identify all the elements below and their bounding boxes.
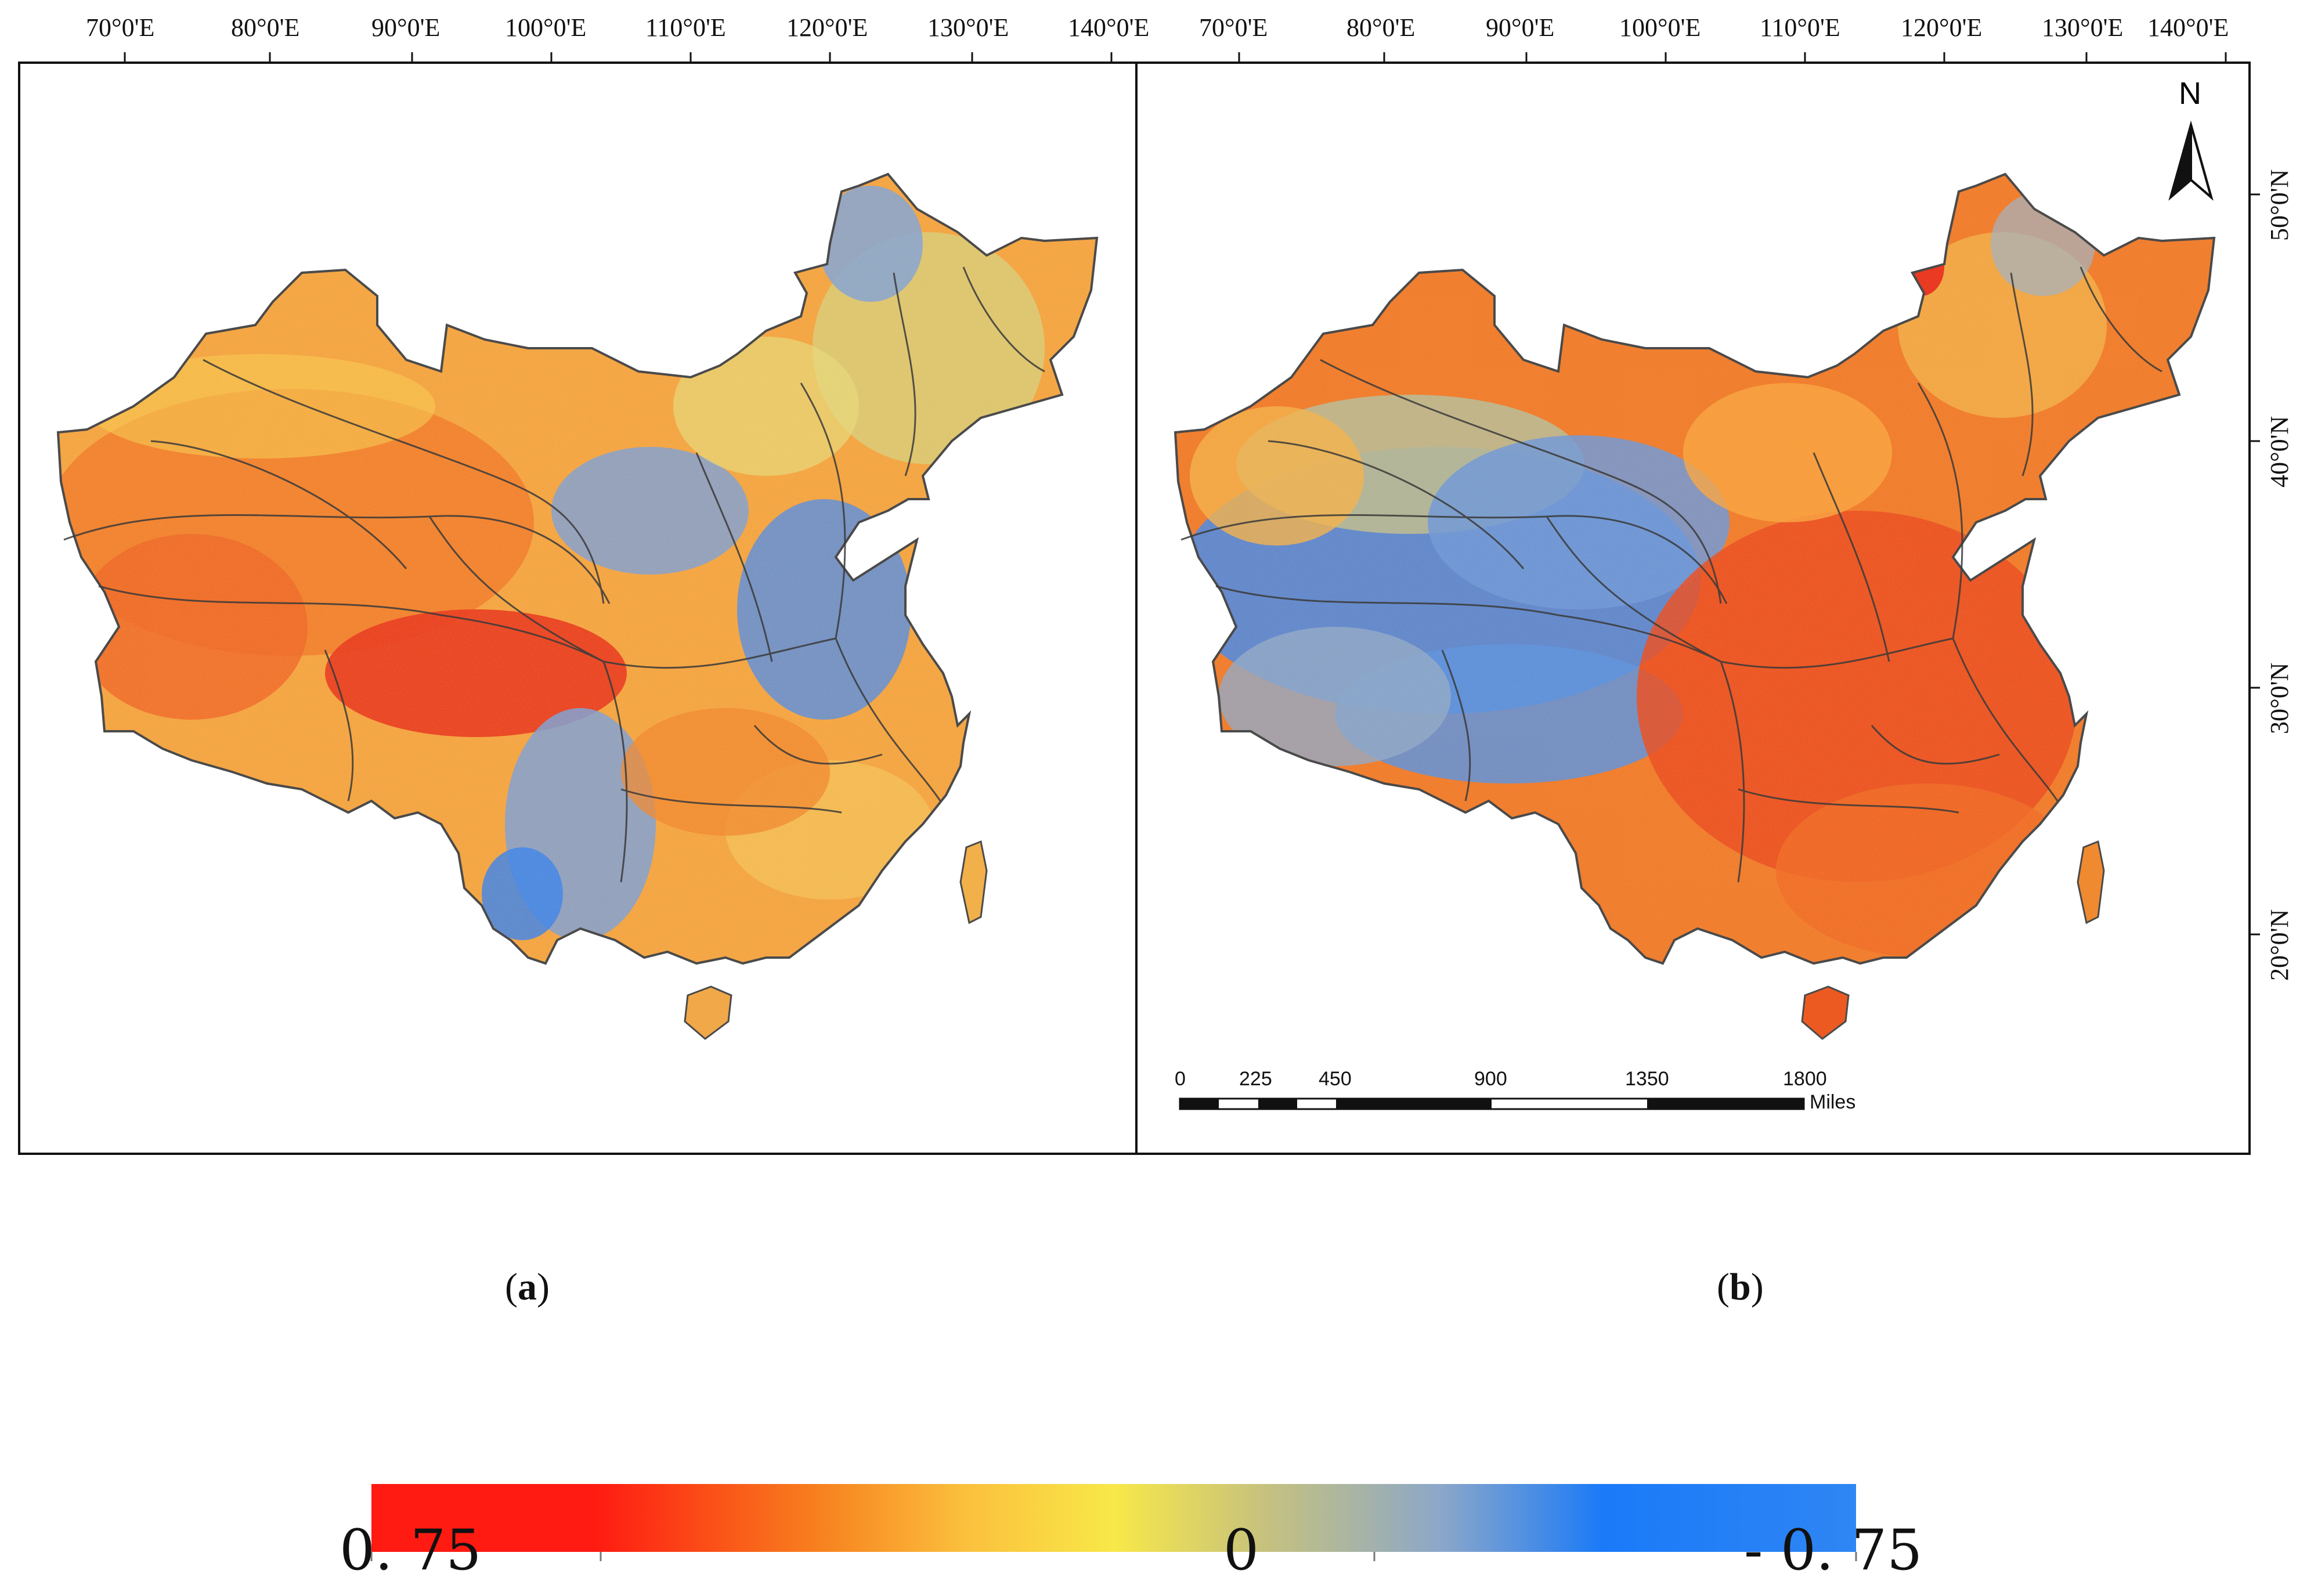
colorbar-label-min: - 0. 75 — [1744, 1518, 1923, 1583]
colorbar-label-zero: 0 — [1223, 1518, 1259, 1583]
lon-tick: 120°0'E — [786, 13, 868, 42]
lon-tick: 100°0'E — [505, 13, 587, 42]
scale-tick: 900 — [1474, 1068, 1507, 1090]
scale-tick: 225 — [1239, 1068, 1272, 1090]
lon-tick: 110°0'E — [1760, 13, 1840, 42]
colorbar — [371, 1484, 1856, 1552]
lon-tick: 70°0'E — [86, 13, 155, 42]
lon-tick: 130°0'E — [927, 13, 1009, 42]
scale-bar — [1179, 1097, 1805, 1110]
lon-tick: 80°0'E — [231, 13, 300, 42]
north-arrow-icon — [2168, 120, 2214, 201]
north-label: N — [2179, 76, 2201, 111]
lon-tick: 100°0'E — [1619, 13, 1701, 42]
scale-tick: 450 — [1319, 1068, 1352, 1090]
scale-tick: 0 — [1175, 1068, 1186, 1090]
colorbar-label-max: 0. 75 — [340, 1518, 482, 1583]
lon-tick: 140°0'E — [2147, 13, 2229, 42]
lon-tick: 120°0'E — [1901, 13, 1983, 42]
scale-unit: Miles — [1810, 1091, 1856, 1113]
colorbar-ticks — [370, 1552, 1857, 1561]
lon-tick: 70°0'E — [1199, 13, 1268, 42]
lon-tick: 110°0'E — [645, 13, 726, 42]
lon-tick: 140°0'E — [1068, 13, 1150, 42]
panel-label-a: (a) — [505, 1266, 550, 1308]
lon-tick: 90°0'E — [1486, 13, 1555, 42]
top-tick-marks — [124, 52, 2260, 936]
lon-tick: 90°0'E — [371, 13, 441, 42]
scale-tick: 1350 — [1625, 1068, 1669, 1090]
lon-tick: 130°0'E — [2042, 13, 2124, 42]
scale-tick: 1800 — [1783, 1068, 1827, 1090]
lon-tick: 80°0'E — [1346, 13, 1416, 42]
panel-label-b: (b) — [1717, 1266, 1764, 1308]
